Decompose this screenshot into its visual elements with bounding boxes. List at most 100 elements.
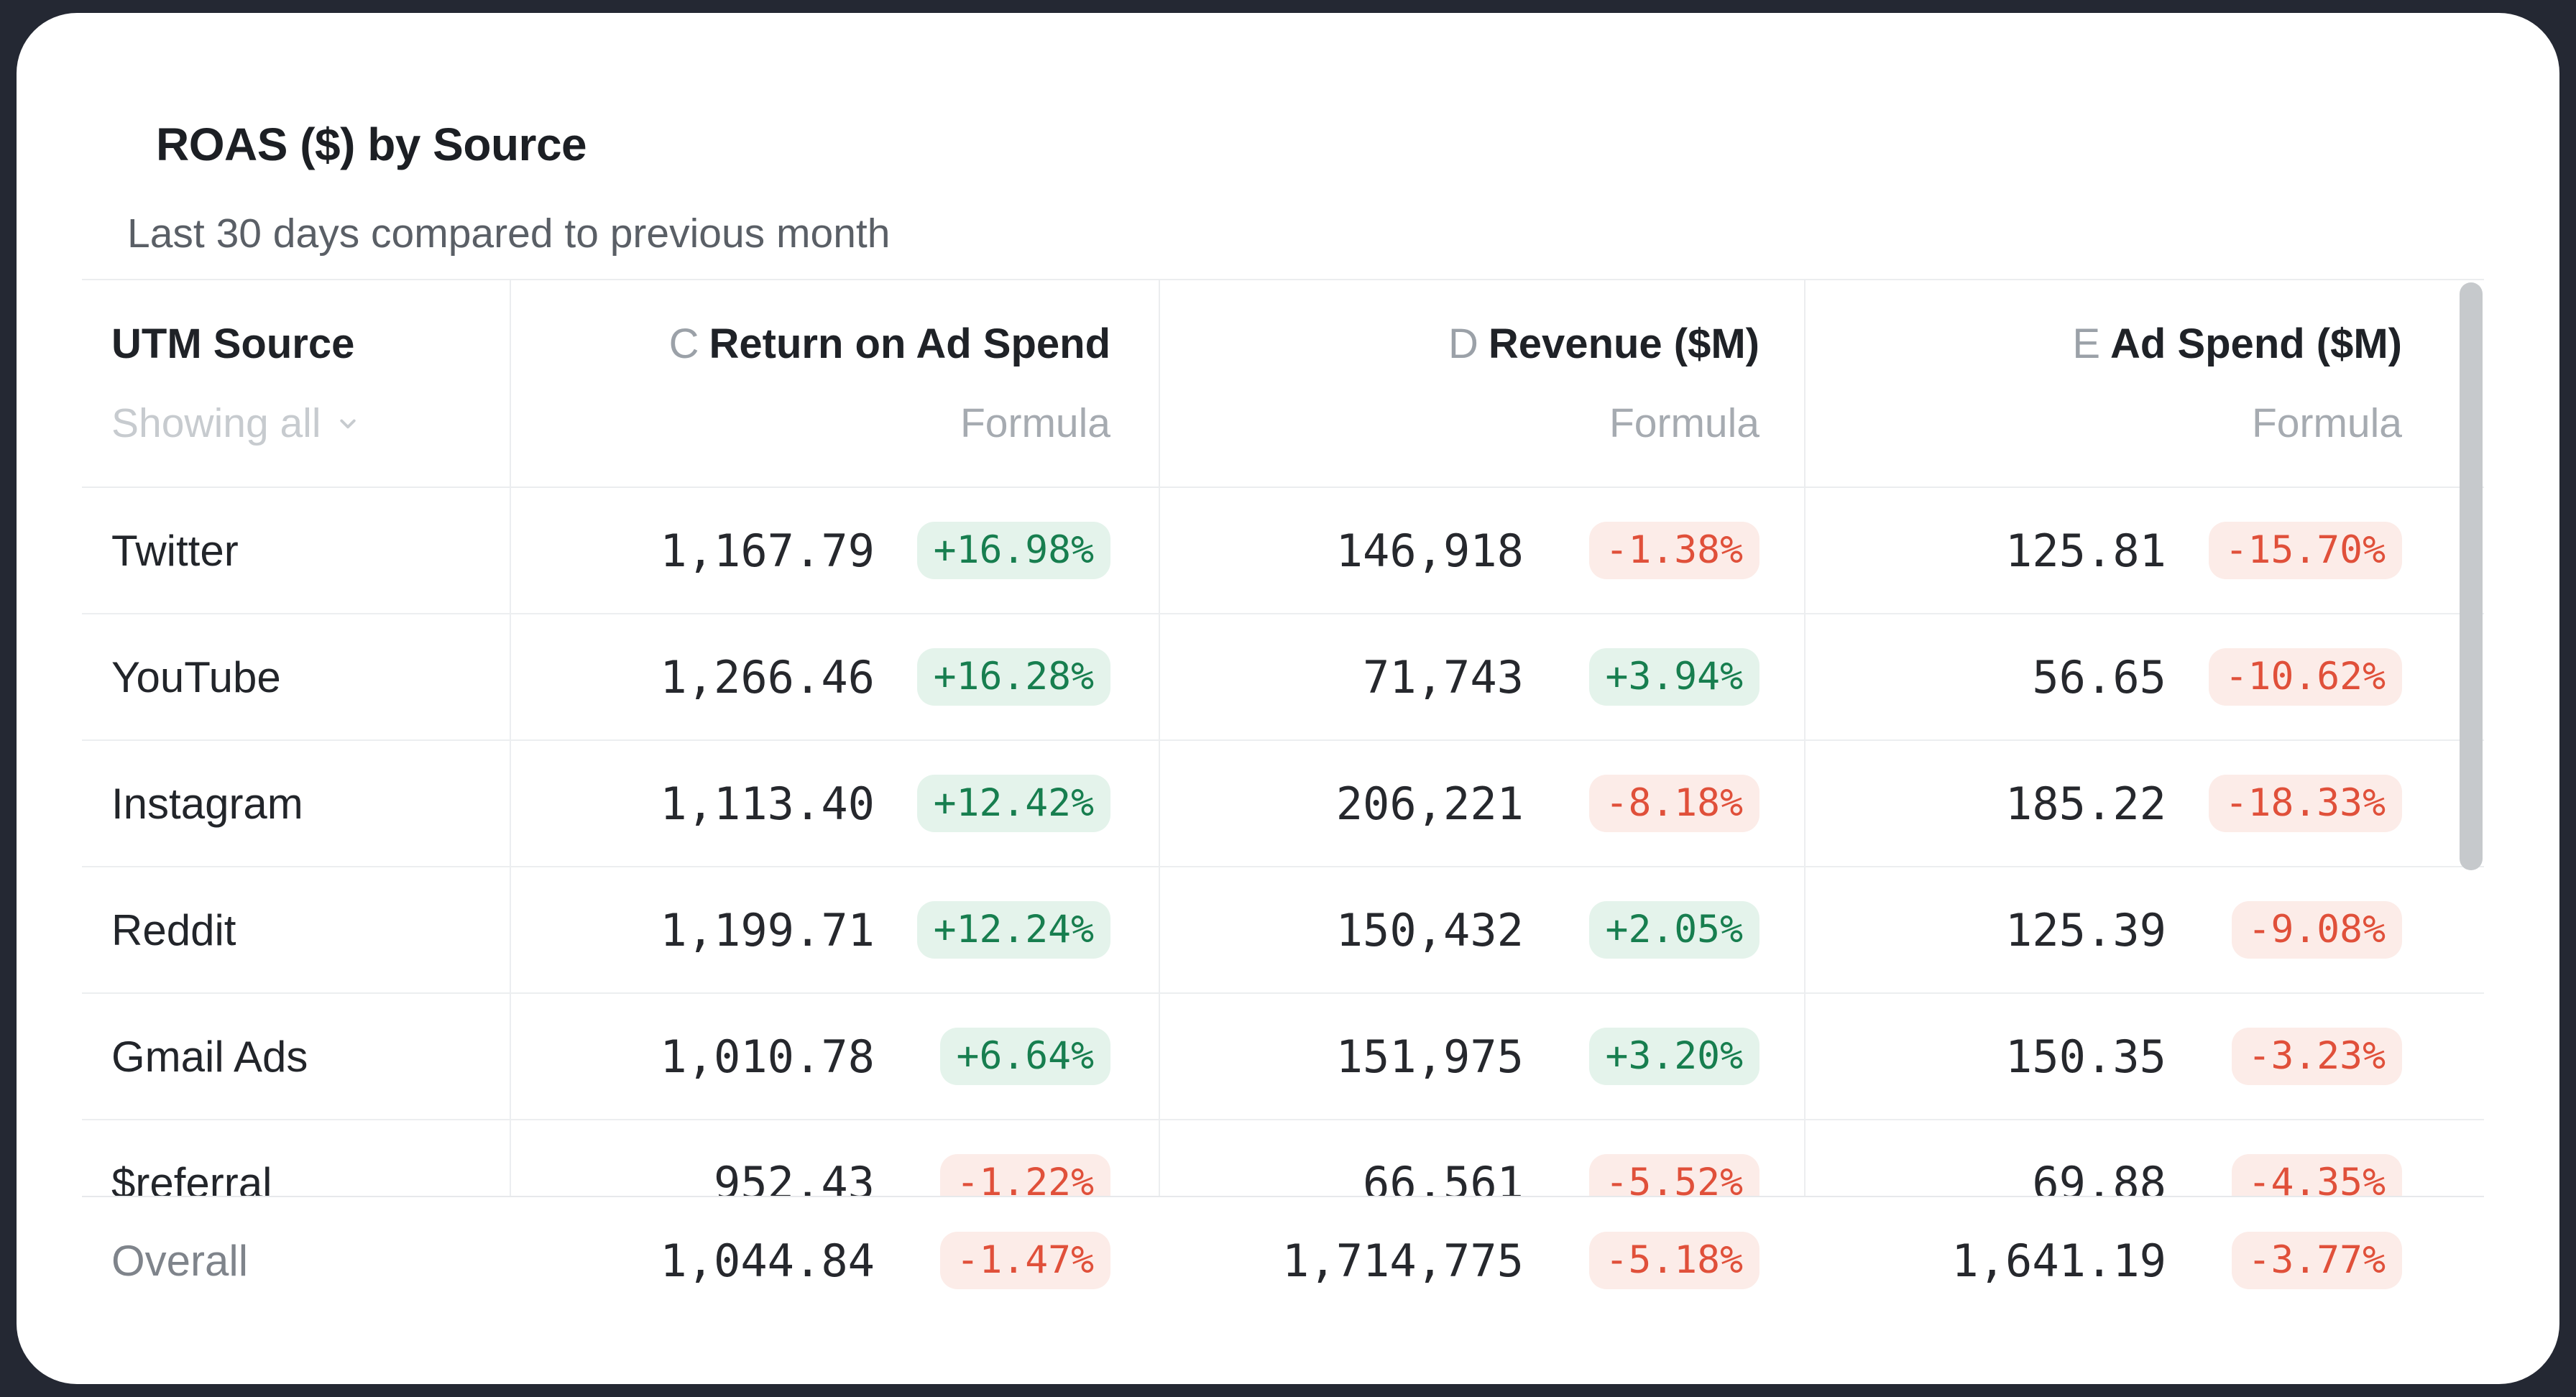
table-row: Instagram 1,113.40 +12.42% 206,221 -8.18… [82,741,2484,867]
metric-value: 1,167.79 [660,524,875,577]
metric-value: 125.39 [2005,903,2166,956]
revenue-cell: 71,743 +3.94% [1159,614,1804,739]
vertical-scrollbar-thumb[interactable] [2460,282,2483,870]
metric-value: 1,010.78 [660,1030,875,1083]
metric-value: 56.65 [2032,650,2166,704]
metric-value: 69.88 [2032,1156,2166,1197]
delta-badge: +3.94% [1588,648,1760,706]
row-source-label: Twitter [111,526,239,575]
row-source-label: Reddit [111,905,236,954]
delta-badge: -18.33% [2208,775,2402,832]
delta-badge: +3.20% [1588,1028,1760,1085]
metric-value: 150.35 [2005,1030,2166,1083]
column-header-roas: C Return on Ad Spend Formula [510,280,1159,487]
roas-card: ROAS ($) by Source Last 30 days compared… [17,13,2559,1384]
metric-value: 150,432 [1335,903,1524,956]
page-subtitle: Last 30 days compared to previous month [127,211,891,257]
table-header-row: UTM Source Showing all C Return on Ad Spe… [82,279,2484,488]
delta-badge: +2.05% [1588,901,1760,959]
ad-spend-cell: 150.35 -3.23% [1804,994,2484,1119]
table-row: Reddit 1,199.71 +12.24% 150,432 +2.05% 1… [82,867,2484,994]
delta-badge: -15.70% [2208,522,2402,579]
roas-cell: 1,010.78 +6.64% [510,994,1159,1119]
chevron-down-icon [339,419,356,428]
revenue-cell: 151,975 +3.20% [1159,994,1804,1119]
column-subtitle: Formula [2251,400,2402,446]
row-source-label: YouTube [111,653,281,701]
ad-spend-cell: 69.88 -4.35% [1804,1120,2484,1196]
revenue-cell: 1,714,775 -5.18% [1159,1197,1804,1324]
delta-badge: -4.35% [2231,1154,2402,1196]
row-source-label: $referral [111,1158,272,1197]
revenue-cell: 146,918 -1.38% [1159,488,1804,613]
table-row: Twitter 1,167.79 +16.98% 146,918 -1.38% … [82,488,2484,614]
metric-value: 66,561 [1363,1156,1524,1197]
delta-badge: -3.23% [2231,1028,2402,1085]
ad-spend-cell: 56.65 -10.62% [1804,614,2484,739]
table-row: YouTube 1,266.46 +16.28% 71,743 +3.94% 5… [82,614,2484,741]
source-filter-dropdown[interactable]: Showing all [111,398,363,448]
column-letter: D [1448,320,1478,367]
delta-badge: -8.18% [1588,775,1760,832]
metric-value: 71,743 [1363,650,1524,704]
table-row: Gmail Ads 1,010.78 +6.64% 151,975 +3.20%… [82,994,2484,1120]
metric-value: 151,975 [1335,1030,1524,1083]
metric-value: 125.81 [2005,524,2166,577]
column-letter: C [668,320,699,367]
table-footer-row: Overall 1,044.84 -1.47% 1,714,775 -5.18%… [82,1196,2484,1324]
column-subtitle: Formula [960,400,1110,446]
roas-cell: 1,113.40 +12.42% [510,741,1159,866]
delta-badge: +16.98% [916,522,1110,579]
metric-value: 1,714,775 [1282,1234,1524,1287]
delta-badge: -1.47% [939,1232,1110,1289]
delta-badge: -1.38% [1588,522,1760,579]
delta-badge: -1.22% [939,1154,1110,1196]
roas-cell: 1,044.84 -1.47% [510,1197,1159,1324]
delta-badge: +12.42% [916,775,1110,832]
metric-value: 1,199.71 [660,903,875,956]
delta-badge: -3.77% [2231,1232,2402,1289]
delta-badge: -5.52% [1588,1154,1760,1196]
delta-badge: +6.64% [939,1028,1110,1085]
ad-spend-cell: 1,641.19 -3.77% [1804,1197,2484,1324]
row-source-label: Instagram [111,779,303,828]
ad-spend-cell: 125.81 -15.70% [1804,488,2484,613]
page-title: ROAS ($) by Source [156,119,587,170]
metric-value: 1,641.19 [1951,1234,2166,1287]
metric-value: 146,918 [1335,524,1524,577]
row-source-label: Gmail Ads [111,1032,308,1081]
metric-value: 1,113.40 [660,777,875,830]
footer-source-label: Overall [111,1236,249,1285]
source-filter-label: Showing all [111,400,321,446]
roas-cell: 952.43 -1.22% [510,1120,1159,1196]
ad-spend-cell: 185.22 -18.33% [1804,741,2484,866]
delta-badge: -9.08% [2231,901,2402,959]
column-header-ad-spend: E Ad Spend ($M) Formula [1804,280,2484,487]
column-subtitle: Formula [1609,400,1760,446]
delta-badge: +16.28% [916,648,1110,706]
roas-cell: 1,266.46 +16.28% [510,614,1159,739]
column-title: Return on Ad Spend [709,320,1110,367]
delta-badge: +12.24% [916,901,1110,959]
table-row: $referral 952.43 -1.22% 66,561 -5.52% 69… [82,1120,2484,1196]
revenue-cell: 150,432 +2.05% [1159,867,1804,992]
column-header-revenue: D Revenue ($M) Formula [1159,280,1804,487]
revenue-cell: 206,221 -8.18% [1159,741,1804,866]
ad-spend-cell: 125.39 -9.08% [1804,867,2484,992]
metric-value: 206,221 [1335,777,1524,830]
delta-badge: -5.18% [1588,1232,1760,1289]
metric-value: 1,044.84 [660,1234,875,1287]
metric-value: 185.22 [2005,777,2166,830]
column-letter: E [2072,320,2101,367]
roas-table: UTM Source Showing all C Return on Ad Spe… [82,279,2484,1324]
roas-cell: 1,167.79 +16.98% [510,488,1159,613]
metric-value: 1,266.46 [660,650,875,704]
column-title: Ad Spend ($M) [2110,320,2402,367]
delta-badge: -10.62% [2208,648,2402,706]
column-title: Revenue ($M) [1488,320,1760,367]
roas-cell: 1,199.71 +12.24% [510,867,1159,992]
revenue-cell: 66,561 -5.52% [1159,1120,1804,1196]
utm-source-header: UTM Source [111,320,355,367]
table-scroll-area[interactable]: Twitter 1,167.79 +16.98% 146,918 -1.38% … [82,488,2484,1196]
utm-source-header-cell: UTM Source Showing all [82,280,510,487]
